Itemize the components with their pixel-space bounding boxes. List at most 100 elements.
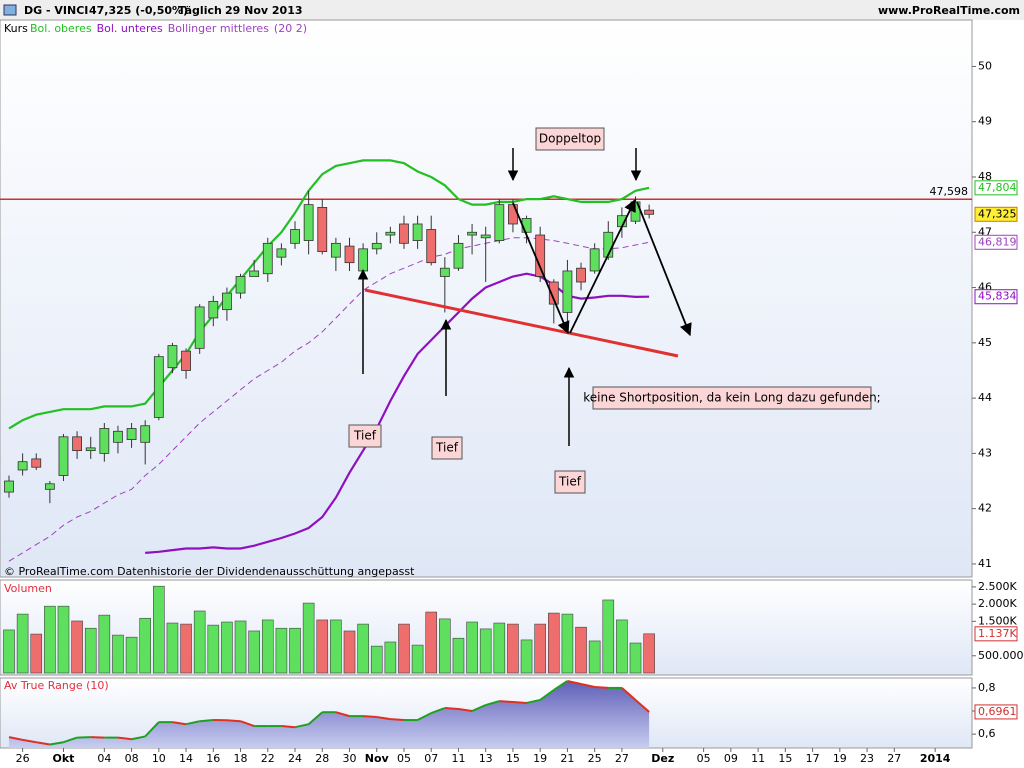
candle-body: [644, 209, 655, 215]
candle-body: [276, 248, 287, 258]
volume-bar: [180, 623, 192, 674]
volume-bar: [547, 612, 560, 674]
value-box-label: 0,6961: [978, 705, 1017, 718]
volume-bar: [466, 621, 478, 674]
candle-body: [113, 430, 123, 443]
volume-bar: [520, 639, 533, 674]
y-tick-label: 500.000: [978, 649, 1024, 662]
volume-bar: [602, 599, 615, 674]
x-tick-label: 19: [833, 752, 847, 765]
x-tick-label: 25: [588, 752, 602, 765]
atr-segment: [580, 683, 595, 688]
candle-body: [222, 292, 232, 311]
candle-body: [548, 281, 559, 305]
candle-body: [453, 242, 464, 269]
candle-body: [167, 345, 178, 369]
volume-bar: [153, 585, 165, 674]
atr-segment: [471, 704, 487, 712]
annotation: Tief: [558, 475, 582, 489]
candle-body: [494, 204, 505, 241]
volume-bar: [384, 641, 397, 674]
atr-segment: [22, 738, 37, 744]
x-tick-label: 08: [125, 752, 139, 765]
atr-segment: [8, 736, 23, 741]
annotation-box: [592, 386, 872, 410]
atr-segment: [199, 719, 214, 723]
x-tick-label: 17: [806, 752, 820, 765]
volume-bar: [616, 619, 628, 674]
candle-body: [194, 306, 205, 349]
atr-segment: [621, 687, 637, 701]
atr-segment: [567, 680, 582, 685]
x-tick-label: 15: [506, 752, 520, 765]
atr-segment: [144, 721, 160, 738]
candle-body: [426, 229, 437, 264]
volume-bar: [493, 622, 506, 674]
atr-segment: [553, 680, 568, 691]
y-tick-label: 49: [978, 115, 992, 128]
atr-segment: [36, 741, 51, 746]
drawings: Doppeltop Tief Tief Tief keine Shortposition…: [348, 127, 881, 494]
atr-segment: [172, 721, 187, 726]
y-tick-label: 45: [978, 336, 992, 349]
candle-body: [262, 242, 273, 275]
candle-body: [330, 242, 341, 258]
x-tick-label: 10: [152, 752, 166, 765]
band-line: [8, 159, 650, 430]
volume-bar: [16, 613, 29, 674]
candle-body: [249, 270, 260, 277]
y-tick-label: 41: [978, 557, 992, 570]
atr-segment: [526, 698, 541, 704]
value-box-label: 46,819: [978, 235, 1017, 248]
volume-bar: [261, 619, 274, 674]
value-box: [974, 180, 1018, 196]
annotation-box: [431, 436, 463, 460]
volume-bar: [411, 644, 424, 674]
y-tick-label: 0,6: [978, 727, 996, 740]
volume-bar: [398, 623, 410, 674]
candle-body: [399, 223, 409, 244]
candle-body: [58, 436, 69, 476]
x-tick-label: 22: [261, 752, 275, 765]
atr-title: Av True Range (10): [4, 679, 109, 692]
atr-segment: [444, 707, 459, 710]
x-tick-label: Dez: [651, 752, 674, 765]
x-tick-label: 23: [860, 752, 874, 765]
arrow: [569, 198, 636, 334]
annotation: Tief: [435, 441, 459, 455]
y-tick-label: 2.500K: [978, 580, 1017, 593]
candle-body: [17, 461, 28, 471]
candle-body: [44, 483, 55, 490]
atr-segment: [634, 699, 650, 713]
candle-body: [576, 267, 586, 283]
x-tick-label: 05: [397, 752, 411, 765]
annotation-box: [535, 127, 605, 151]
volume-bar: [425, 611, 438, 674]
annotation: Tief: [353, 429, 377, 443]
y-tick-label: 0,8: [978, 681, 996, 694]
volume-bar: [588, 640, 601, 674]
x-tick-label: 27: [887, 752, 901, 765]
atr-segment: [226, 719, 241, 723]
candle-body: [371, 242, 382, 250]
atr-segment: [390, 718, 405, 722]
y-tick-label: 42: [978, 502, 992, 515]
y-tick-label: 48: [978, 170, 992, 183]
volume-bar: [370, 645, 383, 674]
x-tick-label: 30: [343, 752, 357, 765]
volume-bar: [643, 633, 655, 674]
x-tick-label: 16: [206, 752, 220, 765]
atr-segment: [512, 701, 527, 704]
volume-bar: [507, 623, 519, 674]
legend-kurs: Kurs: [4, 22, 28, 35]
y-tick-label: 1.500K: [978, 614, 1017, 627]
candle-body: [589, 248, 600, 272]
candle-body: [385, 231, 396, 236]
annotation: Doppeltop: [539, 132, 601, 146]
volume-bar: [275, 627, 288, 674]
band-line: [8, 237, 650, 562]
atr-segment: [376, 716, 391, 721]
volume-bar: [575, 626, 587, 674]
footnote: © ProRealTime.com Datenhistorie der Divi…: [4, 565, 415, 578]
